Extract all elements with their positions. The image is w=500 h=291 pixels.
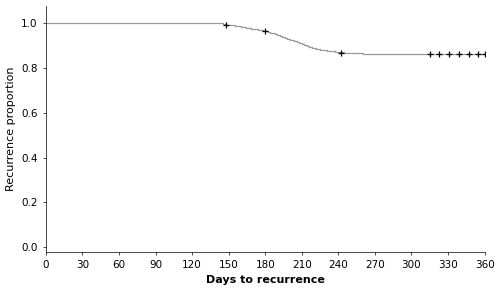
X-axis label: Days to recurrence: Days to recurrence [206,276,324,285]
Y-axis label: Recurrence proportion: Recurrence proportion [6,66,16,191]
